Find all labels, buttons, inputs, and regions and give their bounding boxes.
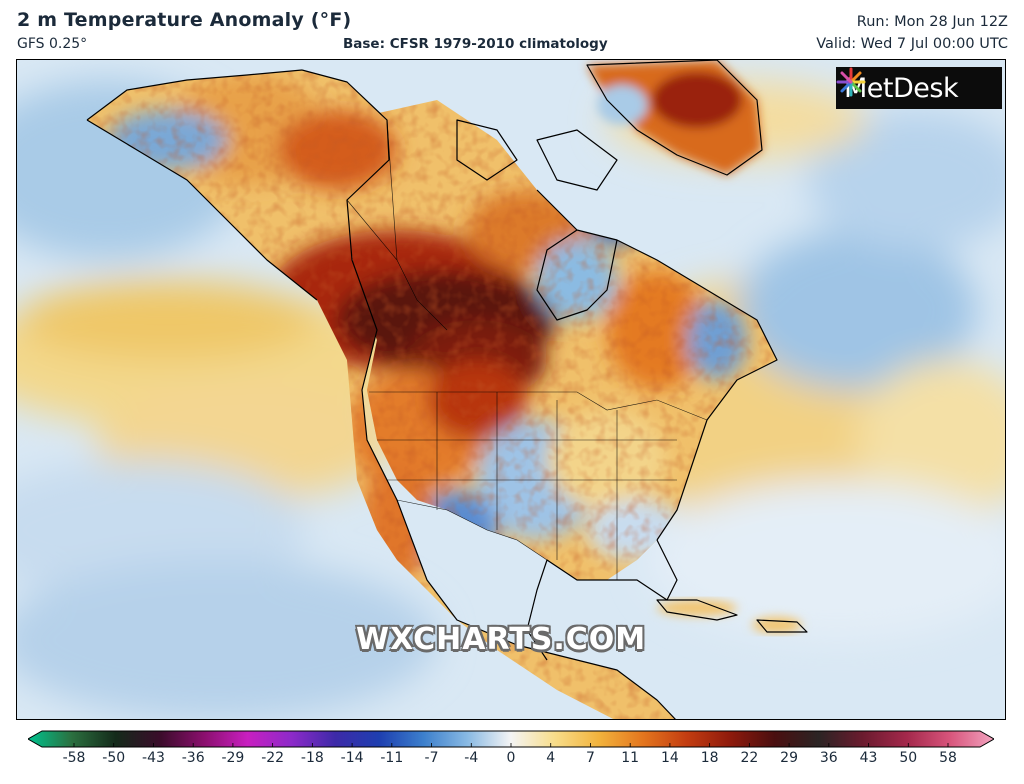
scale-label: 29 xyxy=(780,750,798,766)
scale-label: -50 xyxy=(102,750,126,766)
scale-label: -22 xyxy=(261,750,285,766)
starburst-logo-icon xyxy=(836,67,866,97)
color-scale-labels: -58 -50 -43 -36 -29 -22 -18 -14 -11 -7 -4 0 4 7 11 14 18… xyxy=(0,750,1024,772)
scale-label: 58 xyxy=(939,750,957,766)
scale-label: -7 xyxy=(424,750,439,766)
model-label: GFS 0.25° xyxy=(17,36,88,52)
scale-label: 36 xyxy=(819,750,838,766)
metdesk-logo: MetDesk xyxy=(836,67,1002,109)
scale-label: -18 xyxy=(300,750,324,766)
scale-label: 14 xyxy=(660,750,679,766)
scale-label: -58 xyxy=(62,750,86,766)
logo-text: MetDesk xyxy=(844,72,959,104)
scale-label: 18 xyxy=(700,750,719,766)
scale-label: -43 xyxy=(142,750,165,766)
scale-label: 22 xyxy=(740,750,759,766)
chart-title: 2 m Temperature Anomaly (°F) xyxy=(17,9,352,31)
scale-label: 11 xyxy=(621,750,640,766)
scale-label: 7 xyxy=(585,750,595,766)
scale-label: 0 xyxy=(506,750,516,766)
base-climatology-label: Base: CFSR 1979-2010 climatology xyxy=(343,36,608,52)
run-time-label: Run: Mon 28 Jun 12Z xyxy=(856,14,1008,30)
scale-label: -11 xyxy=(380,750,404,766)
scale-label: -4 xyxy=(464,750,479,766)
scale-label: 4 xyxy=(546,750,556,766)
scale-label: 43 xyxy=(859,750,878,766)
map-canvas xyxy=(17,60,1005,719)
wxcharts-watermark: WXCHARTS.COM xyxy=(356,622,647,657)
anomaly-map[interactable]: MetDesk xyxy=(16,59,1006,720)
scale-label: -29 xyxy=(221,750,245,766)
scale-label: -36 xyxy=(181,750,205,766)
scale-label: 50 xyxy=(899,750,918,766)
scale-label: -14 xyxy=(340,750,364,766)
color-scale-bar xyxy=(28,730,994,748)
valid-time-label: Valid: Wed 7 Jul 00:00 UTC xyxy=(816,36,1008,52)
